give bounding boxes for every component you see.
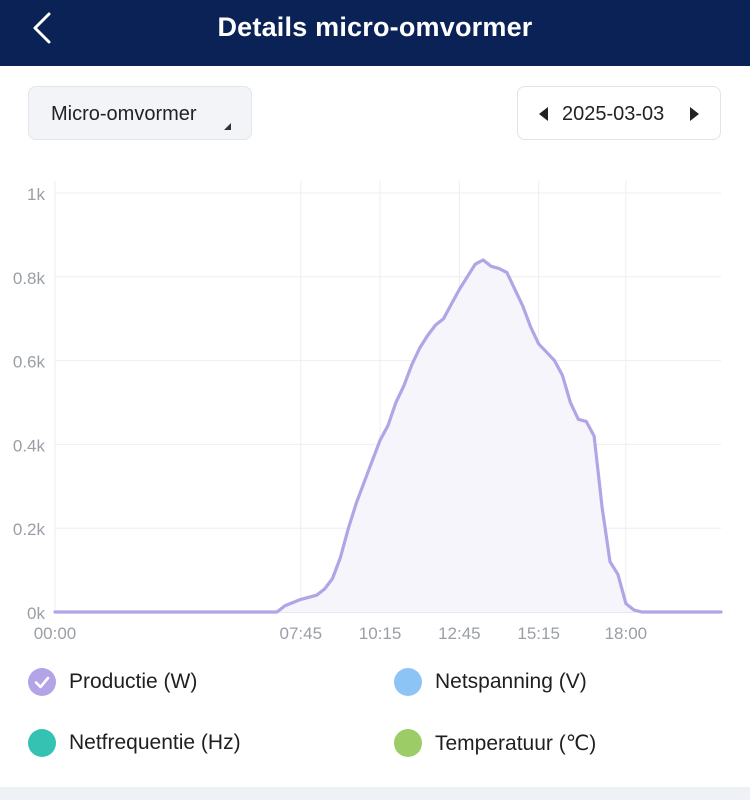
y-tick-label: 0.2k	[13, 520, 46, 539]
x-tick-label: 12:45	[438, 624, 481, 643]
bottom-bar	[0, 787, 750, 800]
previous-day-button[interactable]	[536, 106, 550, 122]
series-area	[55, 260, 721, 612]
x-tick-label: 15:15	[517, 624, 560, 643]
x-tick-label: 07:45	[280, 624, 323, 643]
y-tick-label: 0.4k	[13, 436, 46, 455]
back-button[interactable]	[22, 8, 62, 48]
caret-down-icon	[224, 123, 231, 130]
x-axis: 00:00 07:45 10:15 12:45 15:15 18:00	[34, 624, 647, 643]
next-day-button[interactable]	[688, 106, 702, 122]
x-tick-label: 00:00	[34, 624, 77, 643]
legend-dot-icon	[28, 729, 56, 757]
device-select[interactable]: Micro-omvormer	[28, 86, 252, 140]
legend-dot-icon	[394, 729, 422, 757]
legend-label: Netspanning (V)	[435, 670, 587, 693]
legend-item-production[interactable]: Productie (W)	[28, 667, 197, 697]
legend-label: Productie (W)	[69, 670, 198, 693]
y-tick-label: 1k	[27, 185, 45, 204]
legend-label: Temperatuur (℃)	[435, 731, 597, 755]
production-chart: 0k 0.2k 0.4k 0.6k 0.8k 1k 00:00 07:45 10:15 12:4…	[13, 181, 723, 643]
x-tick-label: 18:00	[605, 624, 648, 643]
chart-series	[53, 258, 723, 614]
y-tick-label: 0k	[27, 604, 45, 623]
device-select-label: Micro-omvormer	[51, 103, 197, 125]
checkmark-icon	[28, 668, 56, 696]
legend-item-frequency[interactable]: Netfrequentie (Hz)	[28, 728, 241, 758]
date-picker: 2025-03-03	[517, 86, 721, 140]
legend-dot-icon	[394, 668, 422, 696]
page-title: Details micro-omvormer	[217, 12, 533, 42]
x-tick-label: 10:15	[359, 624, 402, 643]
chevron-left-icon	[33, 12, 51, 44]
legend-label: Netfrequentie (Hz)	[69, 731, 241, 754]
series-line	[53, 258, 723, 614]
legend-item-voltage[interactable]: Netspanning (V)	[394, 667, 587, 697]
y-tick-label: 0.6k	[13, 353, 46, 372]
legend-item-temperature[interactable]: Temperatuur (℃)	[394, 728, 596, 758]
y-axis: 0k 0.2k 0.4k 0.6k 0.8k 1k	[13, 185, 46, 623]
y-tick-label: 0.8k	[13, 269, 46, 288]
app-header: Details micro-omvormer	[0, 0, 750, 66]
date-value: 2025-03-03	[562, 103, 665, 125]
